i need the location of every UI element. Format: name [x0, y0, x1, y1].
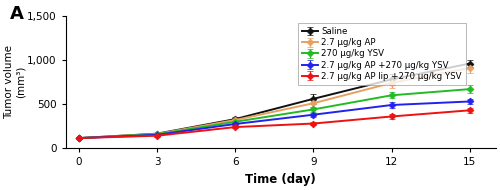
- X-axis label: Time (day): Time (day): [246, 173, 316, 186]
- Y-axis label: Tumor volume
(mm³): Tumor volume (mm³): [4, 45, 26, 119]
- Text: A: A: [10, 5, 24, 23]
- Legend: Saline, 2.7 μg/kg AP, 270 μg/kg YSV, 2.7 μg/kg AP +270 μg/kg YSV, 2.7 μg/kg AP l: Saline, 2.7 μg/kg AP, 270 μg/kg YSV, 2.7…: [298, 23, 466, 85]
